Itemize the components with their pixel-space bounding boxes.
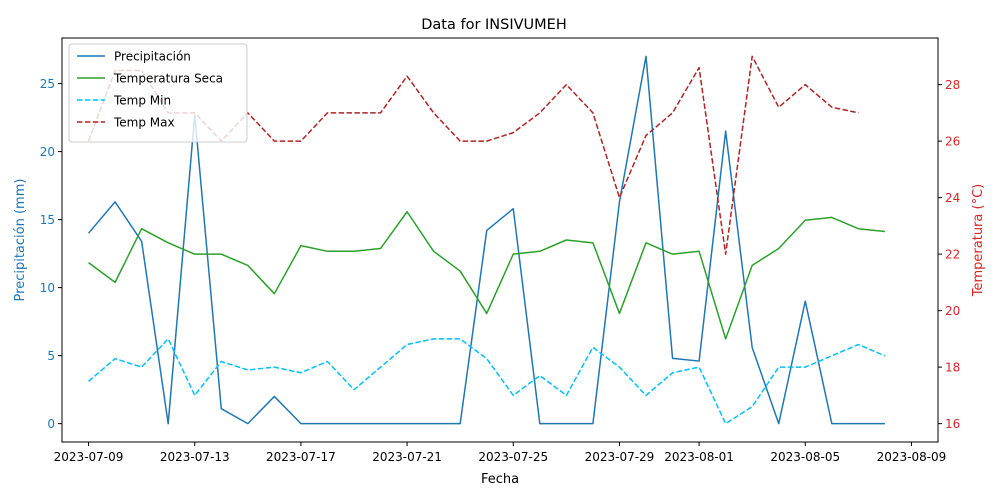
y-right-tick-label: 28 xyxy=(945,78,960,92)
y-axis-right-label: Temperatura (°C) xyxy=(971,184,986,297)
x-tick-label: 2023-08-01 xyxy=(664,450,734,464)
x-tick-label: 2023-07-29 xyxy=(585,450,655,464)
series-line-0 xyxy=(87,55,885,425)
y-right-tick-label: 24 xyxy=(945,191,960,205)
legend: Precipitación Temperatura Seca Temp Min Tem… xyxy=(68,43,248,143)
x-tick-label: 2023-08-09 xyxy=(877,450,947,464)
plot-frame xyxy=(61,37,939,443)
y-axis-left-label: Precipitación (mm) xyxy=(13,179,28,302)
x-tick-label: 2023-08-05 xyxy=(770,450,840,464)
y-left-tick-label: 15 xyxy=(40,213,55,227)
y-left-tick-label: 5 xyxy=(47,349,55,363)
y-right-tick-label: 18 xyxy=(945,361,960,375)
x-tick-label: 2023-07-13 xyxy=(160,450,230,464)
x-tick-label: 2023-07-25 xyxy=(478,450,548,464)
y-left-tick-label: 10 xyxy=(40,281,55,295)
y-axis-left: 0 5 10 15 20 25 xyxy=(40,77,62,431)
y-left-tick-label: 0 xyxy=(47,417,55,431)
x-axis: 2023-07-09 2023-07-13 2023-07-17 2023-07-21… xyxy=(54,442,947,464)
series-line-1 xyxy=(88,211,885,340)
y-left-tick-label: 25 xyxy=(40,77,55,91)
series-line-2 xyxy=(88,338,886,425)
y-left-tick-label: 20 xyxy=(40,145,55,159)
legend-label: Precipitación xyxy=(114,50,191,64)
legend-label: Temp Min xyxy=(113,94,171,108)
x-axis-label: Fecha xyxy=(481,472,519,487)
y-right-tick-label: 22 xyxy=(945,248,960,262)
legend-label: Temperatura Seca xyxy=(113,72,223,86)
y-right-tick-label: 20 xyxy=(945,304,960,318)
y-right-tick-label: 16 xyxy=(945,417,960,431)
y-right-tick-label: 26 xyxy=(945,135,960,149)
y-axis-right: 16 18 20 22 24 26 28 xyxy=(938,78,960,431)
legend-label: Temp Max xyxy=(113,116,175,130)
legend-box xyxy=(68,43,248,143)
chart-title: Data for INSIVUMEH xyxy=(421,17,567,33)
x-tick-label: 2023-07-21 xyxy=(372,450,442,464)
x-tick-label: 2023-07-17 xyxy=(266,450,336,464)
x-tick-label: 2023-07-09 xyxy=(54,450,124,464)
